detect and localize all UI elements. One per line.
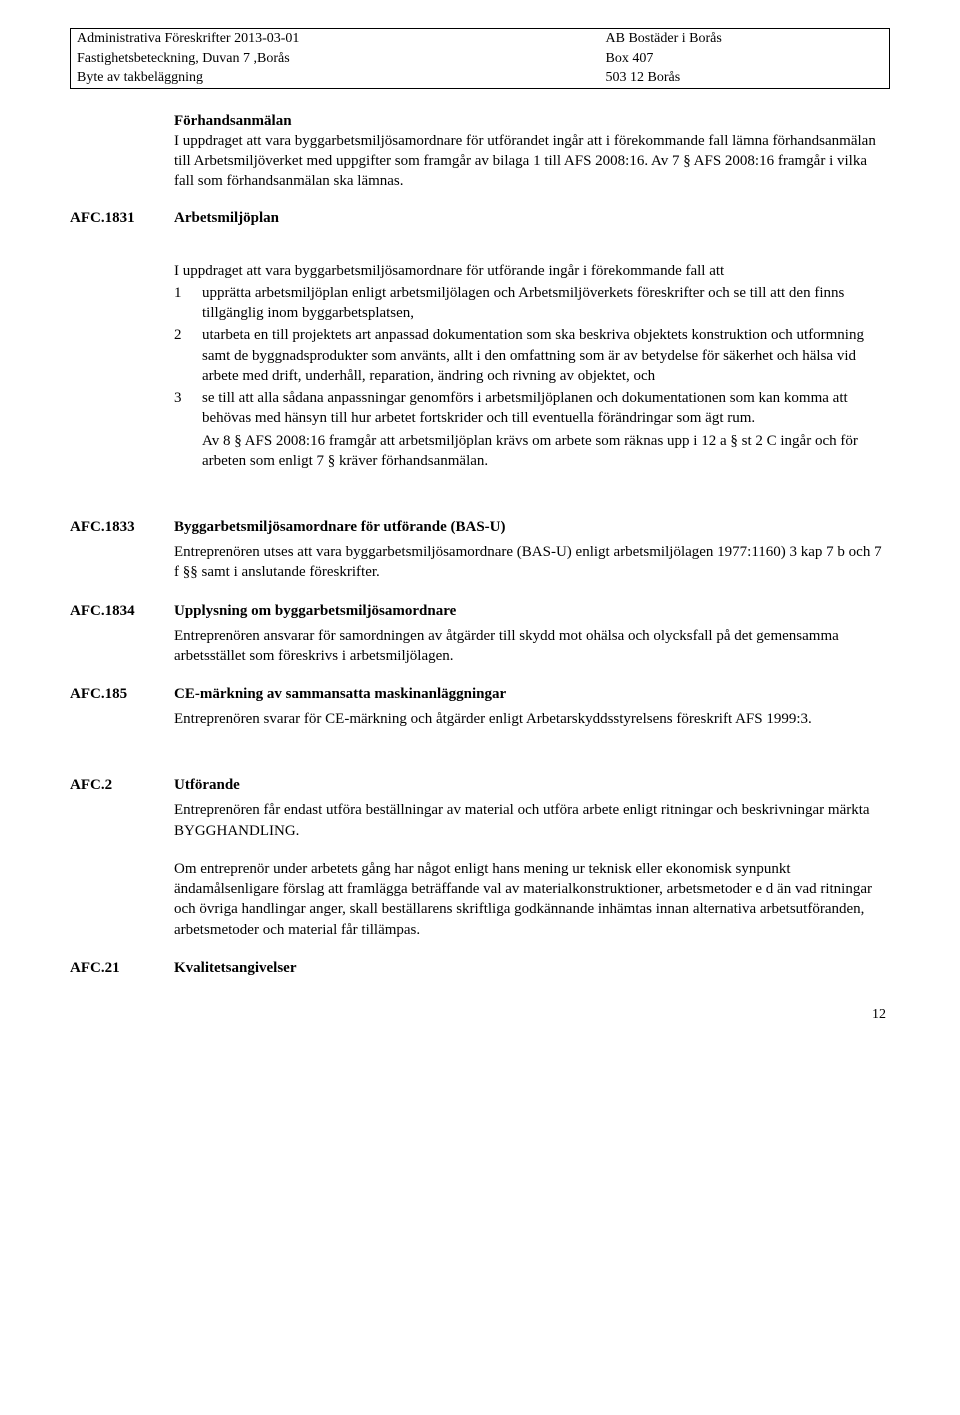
list-text-2: utarbeta en till projektets art anpassad… (202, 325, 890, 386)
list-number-3: 3 (174, 388, 202, 429)
body1-afc2: Entreprenören får endast utföra beställn… (174, 800, 890, 841)
title-afc21: Kvalitetsangivelser (174, 960, 296, 977)
list-number-1: 1 (174, 283, 202, 324)
list-item-3: 3 se till att alla sådana anpassningar g… (174, 388, 890, 429)
code-afc21: AFC.21 (70, 960, 174, 977)
heading-row-afc1833: AFC.1833 Byggarbetsmiljösamordnare för u… (70, 519, 890, 536)
header-left-line2: Fastighetsbeteckning, Duvan 7 ,Borås (71, 49, 600, 69)
title-afc1833: Byggarbetsmiljösamordnare för utförande … (174, 519, 506, 536)
body-afc185: Entreprenören svarar för CE-märkning och… (174, 709, 890, 729)
intro-body: I uppdraget att vara byggarbetsmiljösamo… (174, 131, 890, 192)
heading-row-afc21: AFC.21 Kvalitetsangivelser (70, 960, 890, 977)
list-number-2: 2 (174, 325, 202, 386)
list-lead: I uppdraget att vara byggarbetsmiljösamo… (174, 261, 890, 281)
document-header-table: Administrativa Föreskrifter 2013-03-01 A… (70, 28, 890, 89)
header-left-line1: Administrativa Föreskrifter 2013-03-01 (71, 29, 600, 49)
heading-row-afc185: AFC.185 CE-märkning av sammansatta maski… (70, 686, 890, 703)
title-afc1831: Arbetsmiljöplan (174, 210, 279, 227)
intro-block: Förhandsanmälan I uppdraget att vara byg… (174, 111, 890, 192)
body-afc1834: Entreprenören ansvarar för samordningen … (174, 626, 890, 667)
code-afc1834: AFC.1834 (70, 603, 174, 620)
heading-row-afc2: AFC.2 Utförande (70, 777, 890, 794)
code-afc1831: AFC.1831 (70, 210, 174, 227)
section-afc21: AFC.21 Kvalitetsangivelser (70, 960, 890, 977)
header-right-line1: AB Bostäder i Borås (600, 29, 890, 49)
section-afc1833: AFC.1833 Byggarbetsmiljösamordnare för u… (70, 519, 890, 583)
code-afc185: AFC.185 (70, 686, 174, 703)
heading-row-afc1834: AFC.1834 Upplysning om byggarbetsmiljösa… (70, 603, 890, 620)
header-right-line3: 503 12 Borås (600, 68, 890, 88)
list-tail: Av 8 § AFS 2008:16 framgår att arbetsmil… (202, 431, 890, 472)
section-afc1831: AFC.1831 Arbetsmiljöplan I uppdraget att… (70, 210, 890, 472)
list-item-1: 1 upprätta arbetsmiljöplan enligt arbets… (174, 283, 890, 324)
section-afc185: AFC.185 CE-märkning av sammansatta maski… (70, 686, 890, 729)
header-right-line2: Box 407 (600, 49, 890, 69)
heading-row-afc1831: AFC.1831 Arbetsmiljöplan (70, 210, 890, 227)
body-afc1833: Entreprenören utses att vara byggarbetsm… (174, 542, 890, 583)
header-left-line3: Byte av takbeläggning (71, 68, 600, 88)
section-afc2: AFC.2 Utförande Entreprenören får endast… (70, 777, 890, 940)
list-text-1: upprätta arbetsmiljöplan enligt arbetsmi… (202, 283, 890, 324)
page-number: 12 (70, 1007, 890, 1023)
body2-afc2: Om entreprenör under arbetets gång har n… (174, 859, 890, 940)
list-text-3: se till att alla sådana anpassningar gen… (202, 388, 890, 429)
numbered-list-afc1831: I uppdraget att vara byggarbetsmiljösamo… (174, 261, 890, 472)
title-afc1834: Upplysning om byggarbetsmiljösamordnare (174, 603, 456, 620)
code-afc2: AFC.2 (70, 777, 174, 794)
intro-title: Förhandsanmälan (174, 111, 890, 131)
code-afc1833: AFC.1833 (70, 519, 174, 536)
page-container: Administrativa Föreskrifter 2013-03-01 A… (0, 0, 960, 1063)
title-afc2: Utförande (174, 777, 240, 794)
list-item-2: 2 utarbeta en till projektets art anpass… (174, 325, 890, 386)
section-afc1834: AFC.1834 Upplysning om byggarbetsmiljösa… (70, 603, 890, 667)
title-afc185: CE-märkning av sammansatta maskinanläggn… (174, 686, 506, 703)
